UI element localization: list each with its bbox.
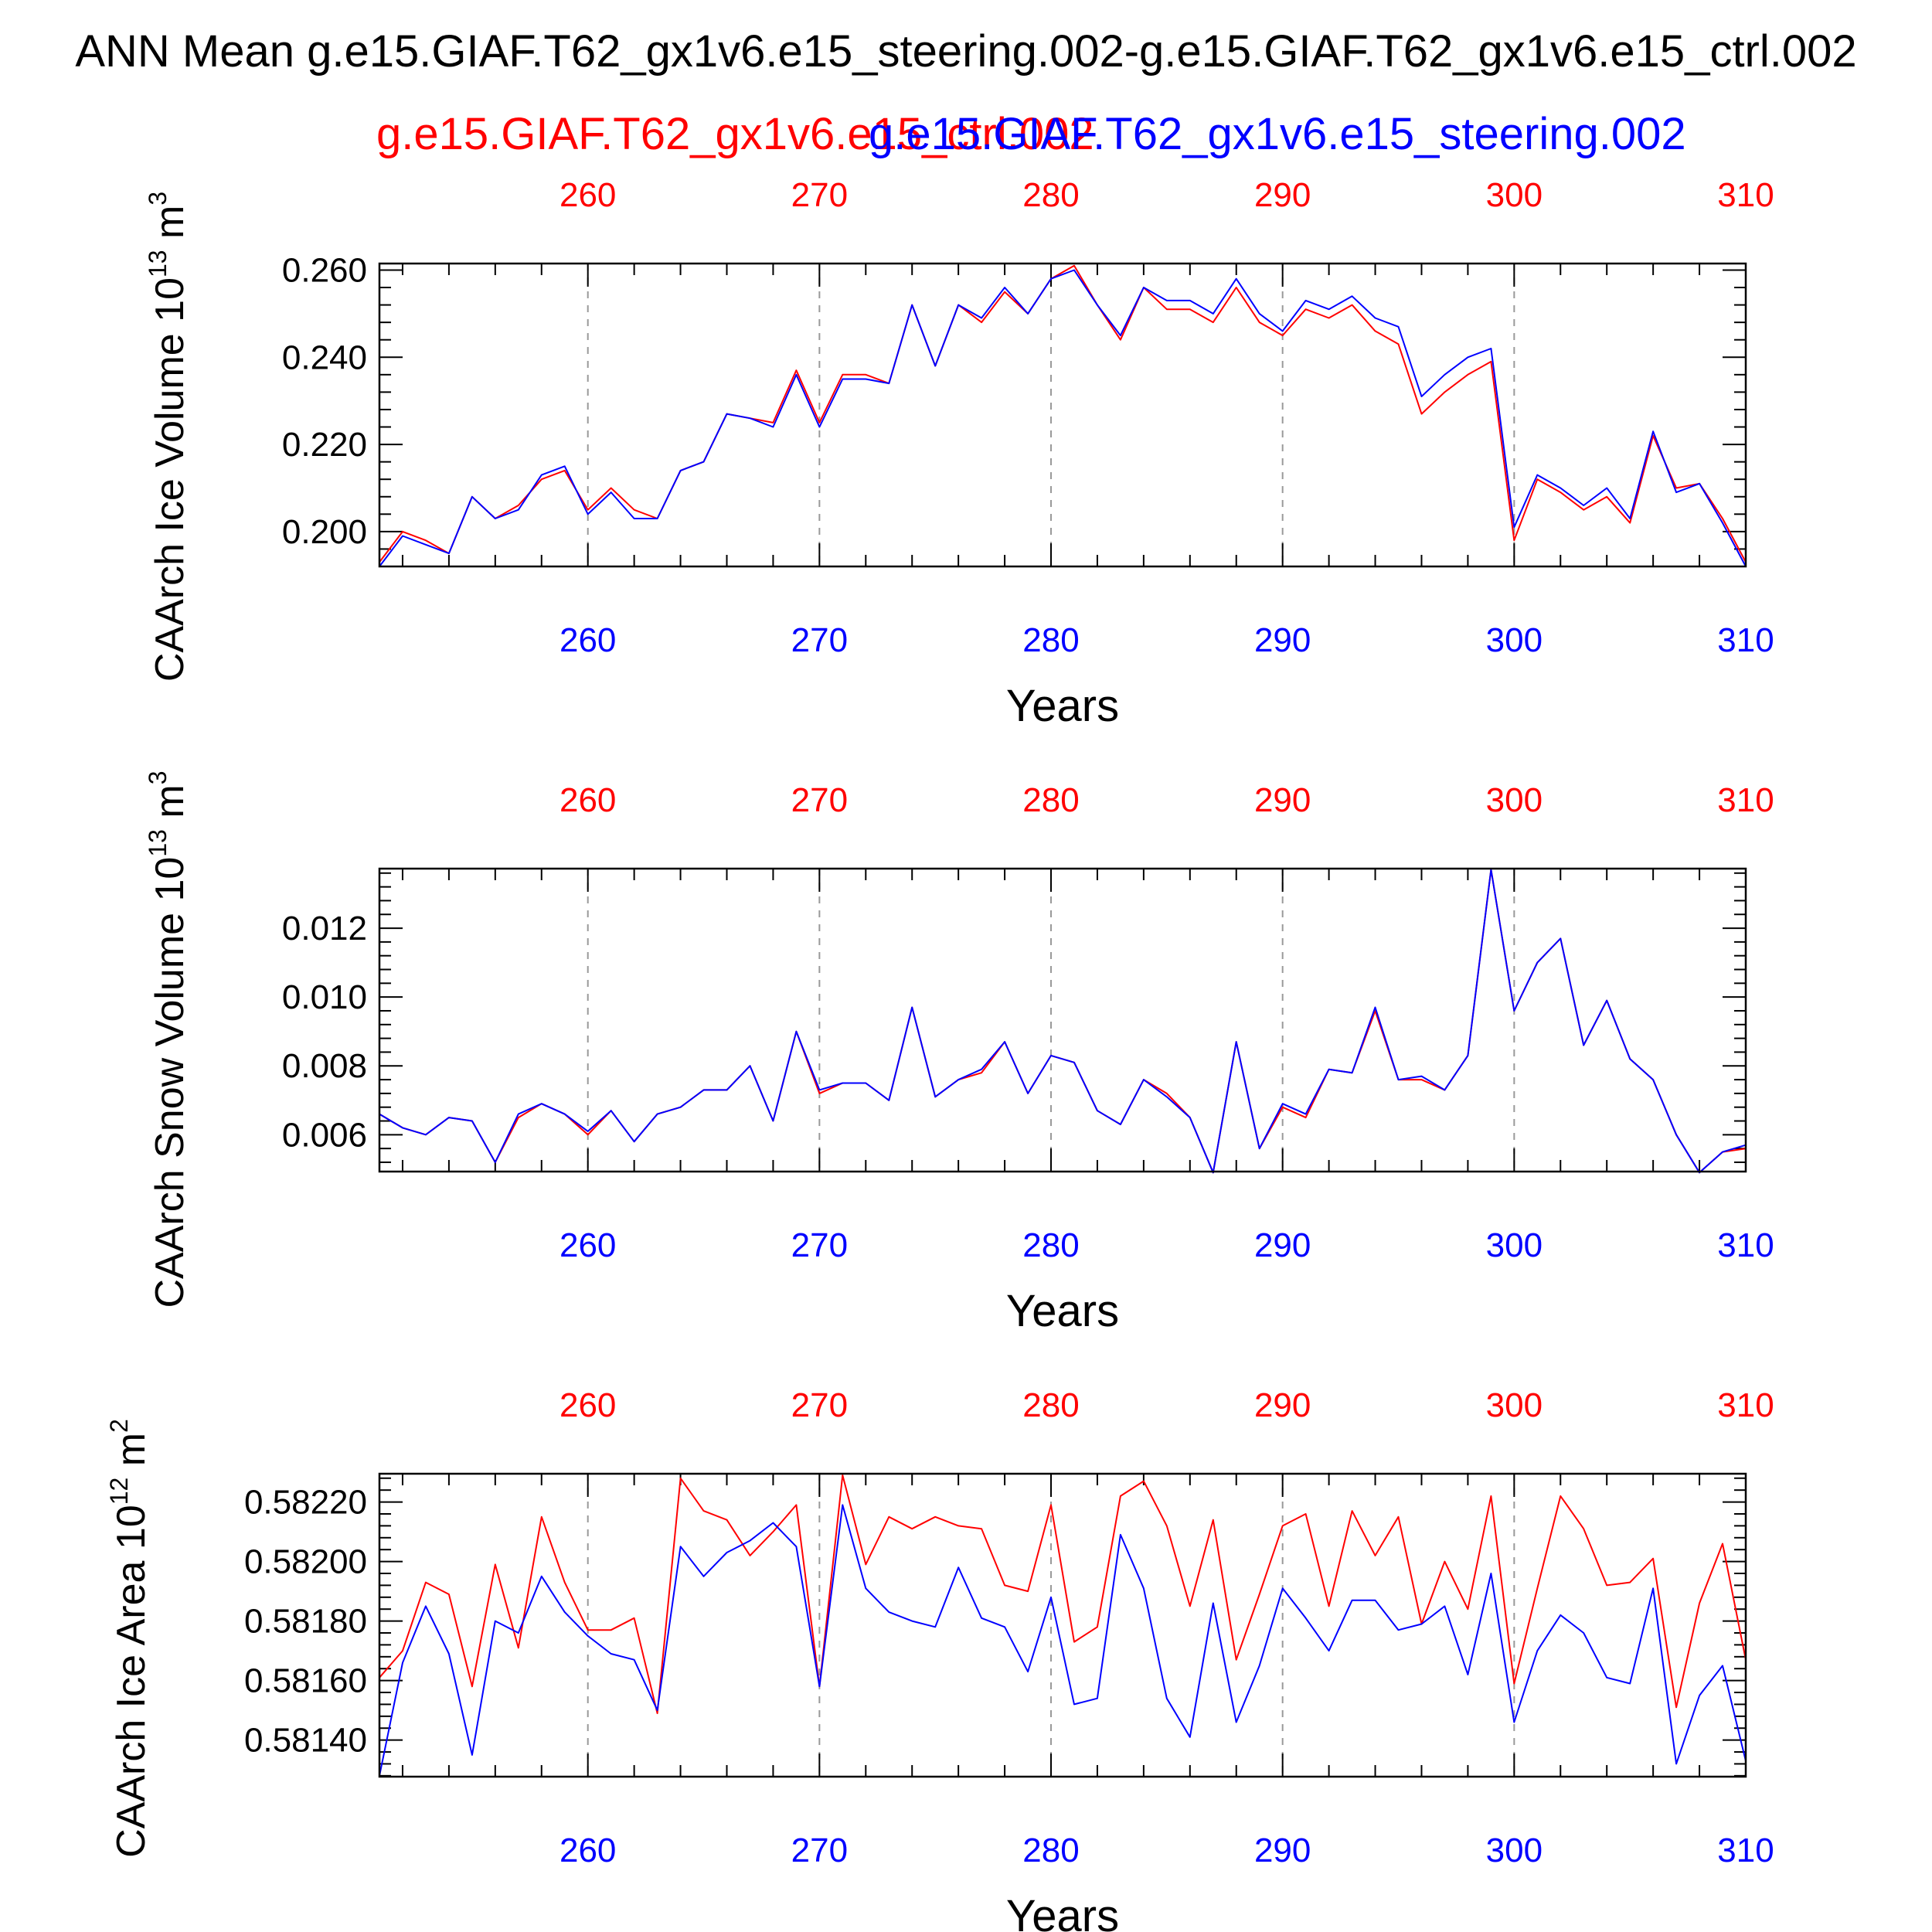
x-tick-label-bottom: 260 — [560, 621, 616, 659]
y-tick-label: 0.58160 — [244, 1662, 367, 1700]
x-tick-label-bottom: 310 — [1717, 1832, 1774, 1869]
x-tick-label-bottom: 260 — [560, 1832, 616, 1869]
x-tick-label-top: 270 — [791, 781, 848, 819]
x-tick-label-bottom: 300 — [1486, 1832, 1543, 1869]
chart-panel-1: 0.200 0.220 0.240 0.260 260 260 270 270 280 280 29… — [144, 176, 1774, 731]
x-tick-label-bottom: 280 — [1022, 1226, 1079, 1264]
x-tick-label-top: 310 — [1717, 176, 1774, 214]
plot-frame — [378, 867, 1747, 1173]
legend-steering-label: g.e15.GIAF.T62_gx1v6.e15_steering.002 — [869, 109, 1686, 159]
series-ctrl-line — [379, 1474, 1747, 1714]
x-tick-label-top: 280 — [1022, 176, 1079, 214]
y-tick-label: 0.010 — [282, 978, 367, 1016]
x-tick-label-bottom: 290 — [1254, 621, 1311, 659]
chart-panel-2: 0.006 0.008 0.010 0.012 260 260 270 270 280 280 29… — [144, 770, 1774, 1336]
x-tick-label-top: 280 — [1022, 781, 1079, 819]
x-tick-label-top: 290 — [1254, 176, 1311, 214]
x-tick-label-bottom: 310 — [1717, 621, 1774, 659]
x-tick-label-top: 300 — [1486, 1386, 1543, 1424]
y-tick-label: 0.58220 — [244, 1484, 367, 1522]
x-tick-label-bottom: 280 — [1022, 1832, 1079, 1869]
x-tick-label-bottom: 270 — [791, 1832, 848, 1869]
x-tick-label-top: 260 — [560, 176, 616, 214]
y-axis-label-part: 2 — [105, 1419, 133, 1433]
y-axis-label-part: CAArch Ice Volume 10 — [148, 277, 192, 682]
x-tick-label-bottom: 290 — [1254, 1226, 1311, 1264]
y-tick-label: 0.58140 — [244, 1722, 367, 1760]
y-axis-label-part: 3 — [144, 770, 172, 784]
series-ctrl-line — [379, 264, 1747, 563]
x-tick-label-top: 290 — [1254, 781, 1311, 819]
x-tick-label-top: 260 — [560, 1386, 616, 1424]
y-axis-label-part: 12 — [105, 1478, 133, 1505]
x-tick-label-bottom: 310 — [1717, 1226, 1774, 1264]
y-tick-label: 0.012 — [282, 910, 367, 947]
x-axis-label: Years — [1006, 681, 1119, 731]
x-tick-label-bottom: 300 — [1486, 621, 1543, 659]
y-tick-label: 0.240 — [282, 338, 367, 376]
y-axis-label-part: m — [148, 206, 192, 250]
x-tick-label-top: 300 — [1486, 781, 1543, 819]
x-tick-label-bottom: 280 — [1022, 621, 1079, 659]
x-tick-label-top: 280 — [1022, 1386, 1079, 1424]
y-axis-label-part: 3 — [144, 192, 172, 206]
y-axis-label-part: 13 — [144, 829, 172, 857]
x-tick-label-top: 270 — [791, 176, 848, 214]
x-tick-label-bottom: 270 — [791, 621, 848, 659]
x-tick-label-top: 270 — [791, 1386, 848, 1424]
plot-frame — [378, 262, 1747, 568]
x-tick-label-top: 310 — [1717, 781, 1774, 819]
y-axis-label-part: m — [109, 1433, 154, 1478]
y-tick-label: 0.008 — [282, 1047, 367, 1085]
x-tick-label-bottom: 300 — [1486, 1226, 1543, 1264]
series-steering-line — [379, 269, 1747, 567]
y-tick-label: 0.260 — [282, 251, 367, 289]
plot-frame — [378, 1472, 1747, 1778]
y-axis-label: CAArch Snow Volume 1013 m3 — [144, 770, 192, 1308]
chart-panel-3: 0.58140 0.58160 0.58180 0.58200 0.58220 260 26… — [105, 1386, 1774, 1932]
legend-ctrl-label: g.e15.GIAF.T62_gx1v6.e15_ctrl.002 — [376, 109, 1094, 159]
y-axis-label: CAArch Ice Volume 1013 m3 — [144, 192, 192, 682]
x-tick-label-top: 300 — [1486, 176, 1543, 214]
y-axis-label-part: CAArch Snow Volume 10 — [148, 857, 192, 1308]
x-axis-label: Years — [1006, 1891, 1119, 1932]
y-axis-label-part: 13 — [144, 250, 172, 277]
series-steering-line — [379, 869, 1747, 1174]
y-axis-label-part: CAArch Ice Area 10 — [109, 1505, 154, 1858]
y-axis-label: CAArch Ice Area 1012 m2 — [105, 1419, 154, 1858]
series-ctrl-line — [379, 869, 1747, 1174]
x-tick-label-top: 260 — [560, 781, 616, 819]
x-tick-label-top: 310 — [1717, 1386, 1774, 1424]
y-tick-label: 0.58200 — [244, 1543, 367, 1581]
figure-title: ANN Mean g.e15.GIAF.T62_gx1v6.e15_steeri… — [75, 26, 1856, 77]
y-axis-label-part: m — [148, 784, 192, 829]
y-tick-label: 0.58180 — [244, 1603, 367, 1641]
x-tick-label-bottom: 290 — [1254, 1832, 1311, 1869]
y-tick-label: 0.006 — [282, 1116, 367, 1154]
x-axis-label: Years — [1006, 1286, 1119, 1336]
y-tick-label: 0.220 — [282, 426, 367, 464]
x-tick-label-top: 290 — [1254, 1386, 1311, 1424]
x-tick-label-bottom: 270 — [791, 1226, 848, 1264]
series-steering-line — [379, 1504, 1747, 1777]
y-tick-label: 0.200 — [282, 513, 367, 551]
x-tick-label-bottom: 260 — [560, 1226, 616, 1264]
